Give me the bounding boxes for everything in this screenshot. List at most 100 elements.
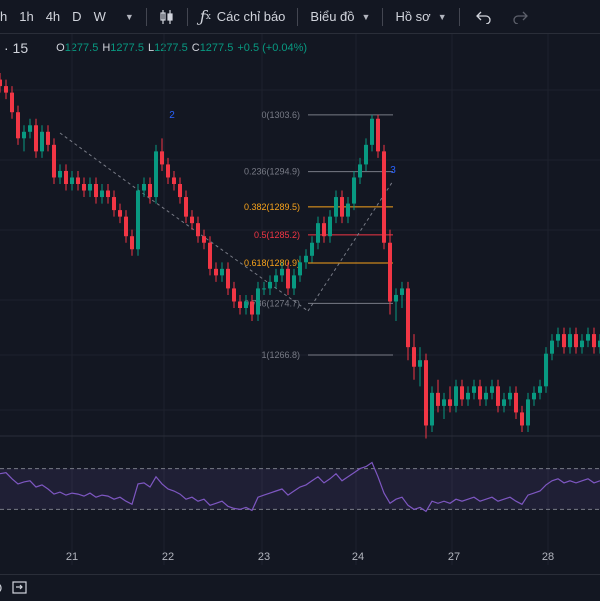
- candle-body: [154, 151, 158, 198]
- candle-body: [274, 275, 278, 282]
- candle-body: [556, 334, 560, 341]
- low-label: L: [147, 42, 155, 54]
- candle-body: [10, 92, 14, 113]
- fib-level-label: 0.5(1285.2): [254, 230, 300, 240]
- profile-menu-label: Hồ sơ: [395, 9, 431, 24]
- candle-body: [202, 236, 206, 243]
- wave-label: 2: [169, 110, 175, 121]
- fibonacci-retracement[interactable]: 0(1303.6) 0.236(1294.9) 0.382(1289.5) 0.5(1…: [244, 110, 393, 360]
- candle-body: [34, 125, 38, 152]
- interval-week[interactable]: W: [93, 9, 106, 24]
- candle-body: [262, 288, 266, 290]
- candle-body: [376, 118, 380, 152]
- candle-body: [16, 112, 20, 139]
- profile-menu-button[interactable]: Hồ sơ ▼: [389, 0, 452, 33]
- candle-body: [442, 399, 446, 406]
- chevron-down-icon: ▼: [361, 11, 371, 22]
- toolbar-divider: [186, 7, 188, 26]
- candle-body: [472, 386, 476, 393]
- candle-body: [460, 386, 464, 400]
- interval-dropdown[interactable]: ▼: [112, 0, 140, 33]
- ohlc-legend: · 15 O 1277.5 H 1277.5 L 1277.5 C 1277.5 +0.…: [0, 37, 307, 59]
- toolbar-divider: [145, 7, 147, 26]
- candle-body: [166, 164, 170, 178]
- interval-hour[interactable]: h: [0, 9, 8, 24]
- candle-body: [220, 268, 224, 276]
- candle-body: [58, 170, 62, 178]
- candle-body: [424, 360, 428, 426]
- candle-body: [538, 386, 542, 393]
- candle-body: [334, 197, 338, 217]
- candle-body: [568, 334, 572, 348]
- fib-level-label: 0.382(1289.5): [244, 202, 300, 212]
- candle-body: [190, 216, 194, 224]
- candle-body: [430, 392, 434, 426]
- candle-body: [310, 242, 314, 256]
- toolbar-divider: [458, 7, 460, 26]
- candle-body: [340, 197, 344, 217]
- candle-body: [304, 255, 308, 263]
- candle-body: [514, 392, 518, 413]
- candle-body: [382, 151, 386, 243]
- redo-button[interactable]: [502, 0, 538, 33]
- candle-body: [364, 144, 368, 165]
- price-chart[interactable]: 0(1303.6) 0.236(1294.9) 0.382(1289.5) 0.5(1…: [0, 34, 600, 574]
- candle-body: [418, 360, 422, 367]
- fib-level-label: 1(1266.8): [261, 350, 300, 360]
- time-axis: 21 22 23 24 27 28: [66, 551, 554, 563]
- candle-body: [136, 190, 140, 250]
- chart-menu-button[interactable]: Biểu đồ ▼: [304, 0, 376, 33]
- candle-body: [586, 334, 590, 341]
- candle-body: [0, 79, 2, 87]
- candle-body: [232, 288, 236, 302]
- clock-icon[interactable]: [0, 581, 6, 595]
- candle-body: [184, 197, 188, 217]
- candle-body: [4, 86, 8, 93]
- candle-body: [106, 190, 110, 198]
- candle-body: [478, 386, 482, 400]
- fib-level-label: 0(1303.6): [261, 110, 300, 120]
- wave-label: 3: [390, 165, 396, 176]
- fib-level-label: 0.618(1280.9): [244, 258, 300, 268]
- fib-level-label: 0.786(1274.7): [244, 298, 300, 308]
- replay-icon[interactable]: [12, 581, 28, 595]
- candle-body: [406, 288, 410, 348]
- undo-button[interactable]: [466, 0, 502, 33]
- candles: [0, 73, 600, 439]
- candle-body: [208, 242, 212, 269]
- candle-body: [82, 184, 86, 191]
- candle-body: [70, 177, 74, 184]
- trend-lines: [59, 132, 394, 312]
- fib-level-label: 0.236(1294.9): [244, 167, 300, 177]
- candle-body: [520, 412, 524, 426]
- rsi-band: [0, 468, 600, 510]
- candle-body: [322, 223, 326, 237]
- time-axis-label: 27: [448, 551, 460, 563]
- candle-body: [328, 216, 332, 237]
- candle-body: [370, 118, 374, 145]
- candle-body: [76, 177, 80, 184]
- candle-body: [346, 203, 350, 217]
- wave-labels: 23: [169, 110, 396, 176]
- low-value: 1277.5: [154, 42, 188, 54]
- candle-body: [388, 242, 392, 302]
- wave-trend-line[interactable]: [307, 180, 394, 312]
- interval-4h[interactable]: 4h: [45, 9, 61, 24]
- candle-body: [358, 164, 362, 178]
- open-label: O: [56, 42, 65, 54]
- candle-body: [124, 216, 128, 237]
- time-axis-label: 24: [352, 551, 364, 563]
- rsi-line: [0, 461, 600, 513]
- candle-body: [28, 125, 32, 132]
- interval-1h[interactable]: 1h: [19, 9, 34, 24]
- candle-body: [484, 392, 488, 400]
- candle-body: [112, 197, 116, 211]
- candle-type-button[interactable]: [153, 0, 181, 33]
- interval-day[interactable]: D: [72, 9, 82, 24]
- chart-grid: [0, 34, 600, 565]
- candle-body: [118, 210, 122, 217]
- candle-body: [226, 268, 230, 289]
- candle-body: [238, 301, 242, 308]
- candle-body: [178, 184, 182, 198]
